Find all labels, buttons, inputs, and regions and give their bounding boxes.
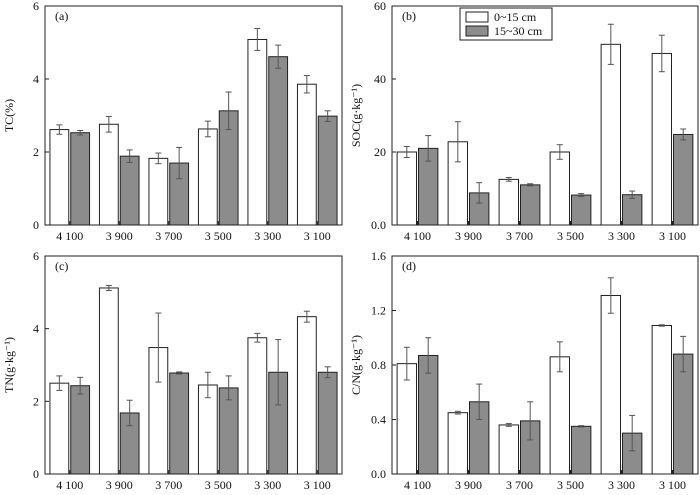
bar-subsurface [268,56,289,226]
y-tick-label: 4 [33,72,39,86]
y-tick-label: 0.8 [371,358,386,372]
x-tick-label: 3 300 [608,478,635,490]
panel-0: 0 2 4 6 TC(%) (a) 4 100 3 900 3 700 3 500 3 300 3 1… [2,0,343,243]
y-tick-label: 1.6 [371,249,386,263]
bar-subsurface [70,385,91,475]
x-tick-label: 4 100 [404,229,431,243]
panel-tag: (c) [55,259,68,273]
x-tick-label: 3 300 [254,229,281,243]
y-axis-label: TN(g·kg⁻¹) [2,337,16,393]
y-tick-label: 6 [33,249,39,263]
bar-surface [600,43,621,226]
bar-surface [396,151,417,226]
bar-surface [98,287,119,475]
bar-surface [296,83,317,226]
x-tick-label: 3 100 [659,478,686,490]
y-tick-label: 40 [374,72,386,86]
y-tick-label: 6 [33,0,39,13]
x-tick-label: 3 300 [254,478,281,490]
bar-surface [296,316,317,475]
panel-1: 0.0 20 40 60 SOC(g·kg⁻¹) (b) 4 100 3 900 3 700 3 … [349,0,699,243]
bar-surface [600,295,621,475]
bar-surface [49,382,70,475]
bar-subsurface [317,115,338,226]
x-tick-label: 3 700 [155,229,182,243]
x-tick-label: 3 700 [155,478,182,490]
bar-subsurface [571,194,592,226]
bar-subsurface [520,184,541,226]
plot-frame [391,5,699,226]
y-tick-label: 2 [33,145,39,159]
bar-surface [247,337,268,475]
x-tick-label: 3 900 [455,229,482,243]
x-tick-label: 3 700 [506,478,533,490]
y-tick-label: 2 [33,394,39,408]
panel-tag: (d) [402,259,416,273]
legend-swatch-surface [465,11,489,23]
legend-label-surface: 0~15 cm [494,10,537,24]
bar-subsurface [622,194,643,226]
bar-surface [447,412,468,475]
x-tick-label: 3 500 [557,478,584,490]
y-tick-label: 4 [33,322,39,336]
panel-tag: (b) [402,9,416,23]
bar-surface [498,424,519,475]
bar-surface [49,129,70,226]
plot-frame [44,255,343,475]
y-tick-label: 1.2 [371,304,386,318]
y-tick-label: 0 [33,218,39,232]
bar-surface [247,38,268,226]
y-axis-label: C/N(g·kg⁻¹) [349,335,363,395]
plot-frame [44,5,343,226]
x-tick-label: 3 100 [304,478,331,490]
legend: 0~15 cm 15~30 cm [459,7,553,41]
panel-2: 0 2 4 6 TN(g·kg⁻¹) (c) 4 100 3 900 3 700 3 500 3 3… [2,249,343,492]
bar-surface [197,128,218,226]
bar-surface [651,52,672,226]
x-tick-label: 3 500 [205,478,232,490]
bar-subsurface [119,155,140,226]
x-tick-label: 3 700 [506,229,533,243]
x-tick-label: 3 900 [106,229,133,243]
bar-surface [651,324,672,475]
bar-subsurface [169,372,190,475]
y-axis-label: TC(%) [2,99,16,132]
bar-surface [98,123,119,226]
legend-label-subsurface: 15~30 cm [494,24,543,38]
bar-subsurface [673,133,694,226]
bar-surface [549,151,570,226]
x-tick-label: 3 500 [205,229,232,243]
x-tick-label: 3 500 [557,229,584,243]
bar-subsurface [70,132,91,226]
bar-subsurface [571,425,592,475]
bar-surface [197,384,218,475]
x-tick-label: 3 300 [608,229,635,243]
x-tick-label: 3 100 [304,229,331,243]
y-tick-label: 0 [33,467,39,481]
bar-surface [148,157,169,226]
y-tick-label: 60 [374,0,386,13]
y-axis-label: SOC(g·kg⁻¹) [349,84,363,147]
panel-tag: (a) [55,9,68,23]
x-tick-label: 3 900 [455,478,482,490]
legend-swatch-subsurface [465,25,489,37]
x-tick-label: 4 100 [56,229,83,243]
y-tick-label: 0.4 [371,413,386,427]
y-tick-label: 0.0 [371,467,386,481]
panel-3: 0.0 0.4 0.8 1.2 1.6 C/N(g·kg⁻¹) (d) 4 100 3 900 3… [349,249,699,492]
y-tick-label: 20 [374,145,386,159]
x-tick-label: 3 900 [106,478,133,490]
bar-subsurface [317,371,338,475]
bar-subsurface [218,387,239,475]
bar-surface [498,178,519,226]
y-tick-label: 0.0 [371,218,386,232]
x-tick-label: 3 100 [659,229,686,243]
x-tick-label: 4 100 [404,478,431,490]
x-tick-label: 4 100 [56,478,83,490]
bar-surface [549,356,570,475]
